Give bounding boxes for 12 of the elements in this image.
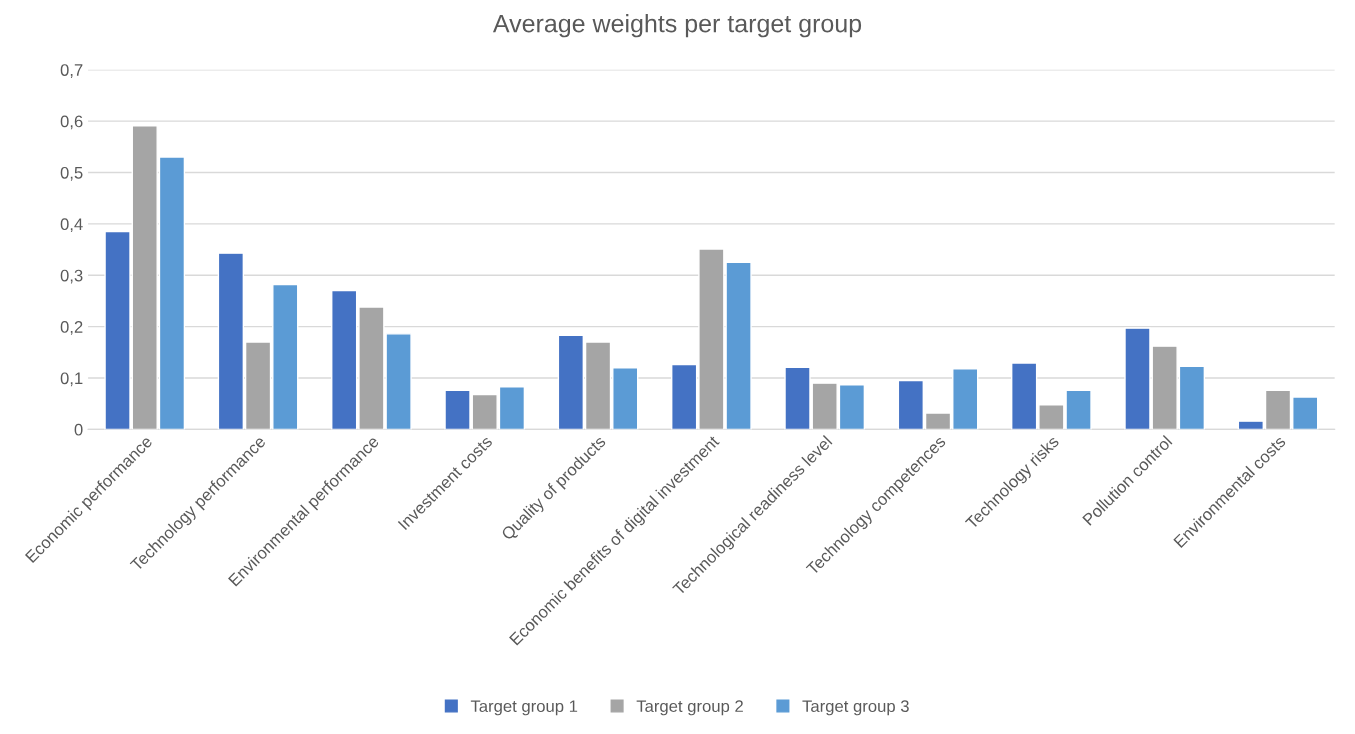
y-tick-label: 0,3	[60, 269, 83, 284]
y-tick-label: 0,2	[60, 321, 83, 335]
legend-label: Target group 2	[636, 700, 743, 716]
y-tick-label: 0	[74, 423, 83, 436]
legend-label: Target group 1	[470, 700, 578, 716]
y-tick-label: 0,4	[60, 218, 83, 233]
y-tick-label: 0,1	[60, 372, 83, 387]
y-tick-label: 0,6	[60, 115, 83, 130]
y-tick-label: 0,5	[60, 166, 83, 181]
chart-title: Average weights per target group	[492, 14, 862, 38]
legend-label: Target group 3	[802, 700, 909, 716]
y-tick-label: 0,7	[60, 64, 83, 78]
